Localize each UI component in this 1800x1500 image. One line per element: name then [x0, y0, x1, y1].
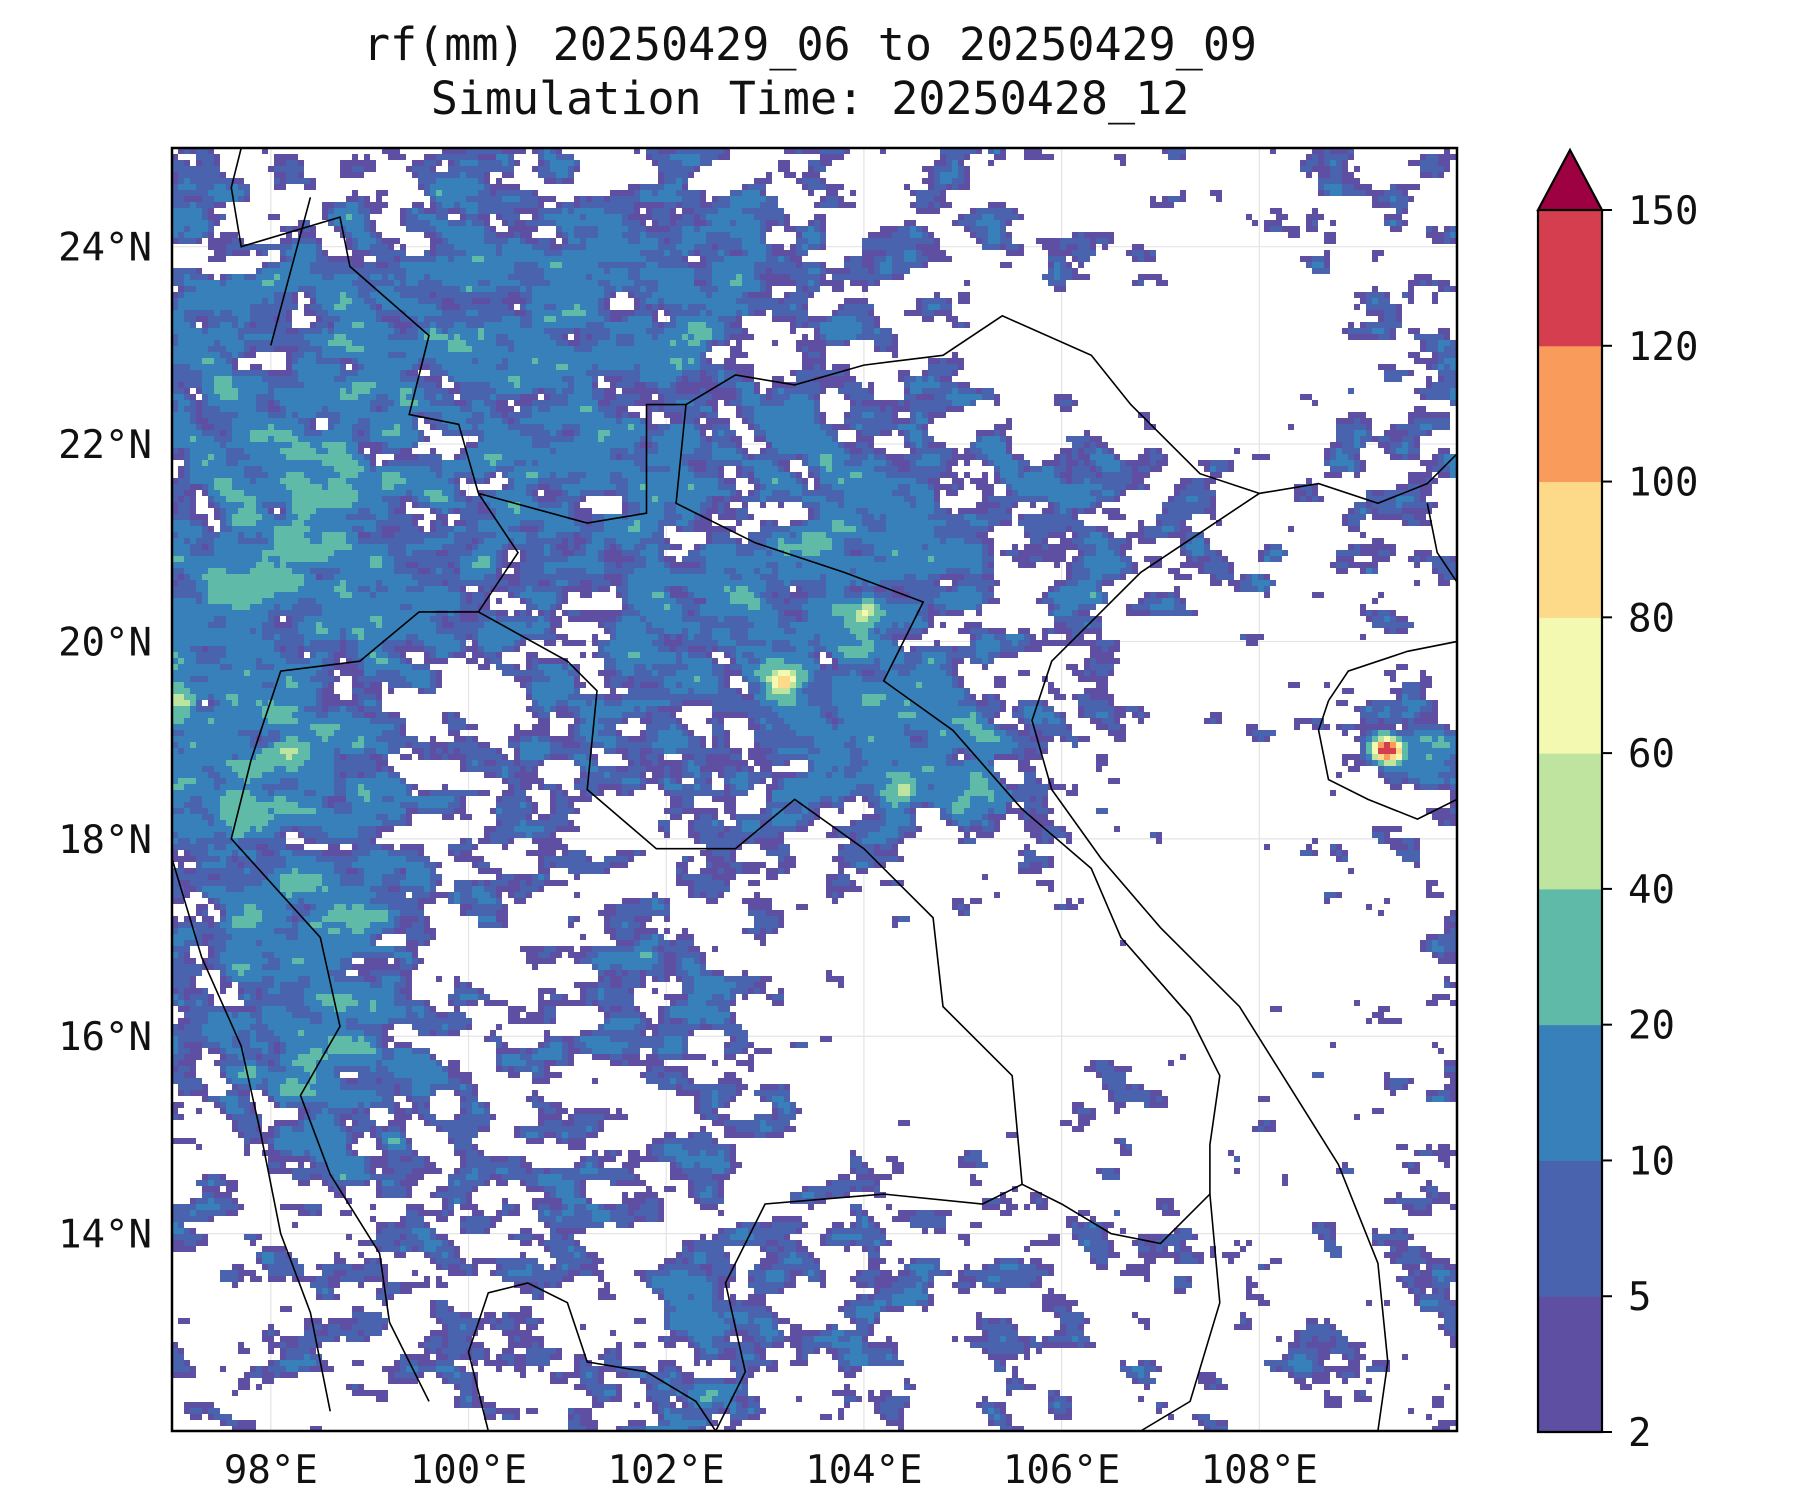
border-line [1317, 640, 1457, 820]
border-line [270, 197, 312, 346]
map-panel: 98°E 100°E 102°E 104°E 106°E 108°E 14°N 16°N 18… [58, 146, 1459, 1493]
colorbar-segment [1538, 1296, 1602, 1433]
lat-tick-label: 24°N [58, 226, 152, 271]
border-line [1031, 621, 1389, 1431]
border-line [230, 148, 480, 494]
colorbar-label: 10 [1628, 1139, 1675, 1184]
colorbar-label: 80 [1628, 596, 1675, 641]
longitude-axis: 98°E 100°E 102°E 104°E 106°E 108°E [224, 1448, 1318, 1493]
lat-tick-label: 14°N [58, 1213, 152, 1258]
border-line [1021, 1183, 1221, 1431]
colorbar-label: 2 [1628, 1411, 1651, 1456]
border-line [675, 404, 1221, 1195]
latitude-axis: 14°N 16°N 18°N 20°N 22°N 24°N [58, 226, 152, 1258]
colorbar-label: 5 [1628, 1275, 1651, 1320]
rain-band [172, 148, 1457, 1431]
colorbar-label: 100 [1628, 461, 1698, 506]
lon-tick-label: 104°E [805, 1448, 922, 1493]
colorbar-label: 60 [1628, 732, 1675, 777]
border-line [478, 611, 1023, 1185]
title-line-2: Simulation Time: 20250428_12 [430, 72, 1190, 125]
lat-tick-label: 20°N [58, 620, 152, 665]
colorbar-segment [1538, 888, 1602, 1026]
border-line [714, 1183, 1023, 1431]
colorbar-segment [1538, 753, 1602, 890]
rain-band [172, 148, 1457, 1431]
lat-tick-label: 16°N [58, 1015, 152, 1060]
border-line [685, 314, 1260, 495]
colorbar: 2 5 10 20 40 60 80 100 120 150 [1536, 147, 1698, 1456]
border-line [467, 1282, 717, 1431]
rain-band [1378, 742, 1396, 760]
lat-tick-label: 18°N [58, 818, 152, 863]
lon-tick-label: 98°E [224, 1448, 318, 1493]
colorbar-label: 20 [1628, 1004, 1675, 1049]
lon-tick-label: 102°E [608, 1448, 725, 1493]
colorbar-label: 40 [1628, 868, 1675, 913]
rain-band [1378, 742, 1396, 754]
border-line [477, 492, 519, 613]
colorbar-label: 120 [1628, 325, 1698, 370]
colorbar-frame [1536, 210, 1604, 1434]
lon-tick-label: 106°E [1003, 1448, 1120, 1493]
colorbar-segment [1538, 210, 1602, 347]
border-line [230, 611, 479, 1402]
lat-tick-label: 22°N [58, 423, 152, 468]
rain-band [172, 148, 1457, 1431]
border-line [172, 858, 331, 1412]
map-title: rf(mm) 20250429_06 to 20250429_09 Simula… [160, 18, 1460, 126]
colorbar-segment [1538, 481, 1602, 618]
border-line [478, 403, 686, 524]
colorbar-extend-arrow [1536, 147, 1604, 212]
colorbar-segment [1538, 345, 1602, 483]
lon-tick-label: 100°E [410, 1448, 527, 1493]
borders [172, 148, 1457, 1431]
border-line [1090, 453, 1457, 623]
colorbar-segment [1538, 1024, 1602, 1161]
colorbar-segment [1538, 1160, 1602, 1297]
title-line-1: rf(mm) 20250429_06 to 20250429_09 [362, 18, 1258, 71]
lon-tick-label: 108°E [1201, 1448, 1318, 1493]
colorbar-label: 150 [1628, 189, 1698, 234]
rainfall-field [172, 148, 1457, 1431]
colorbar-segment [1538, 617, 1602, 754]
map-frame [170, 146, 1459, 1433]
border-line [1426, 503, 1457, 583]
